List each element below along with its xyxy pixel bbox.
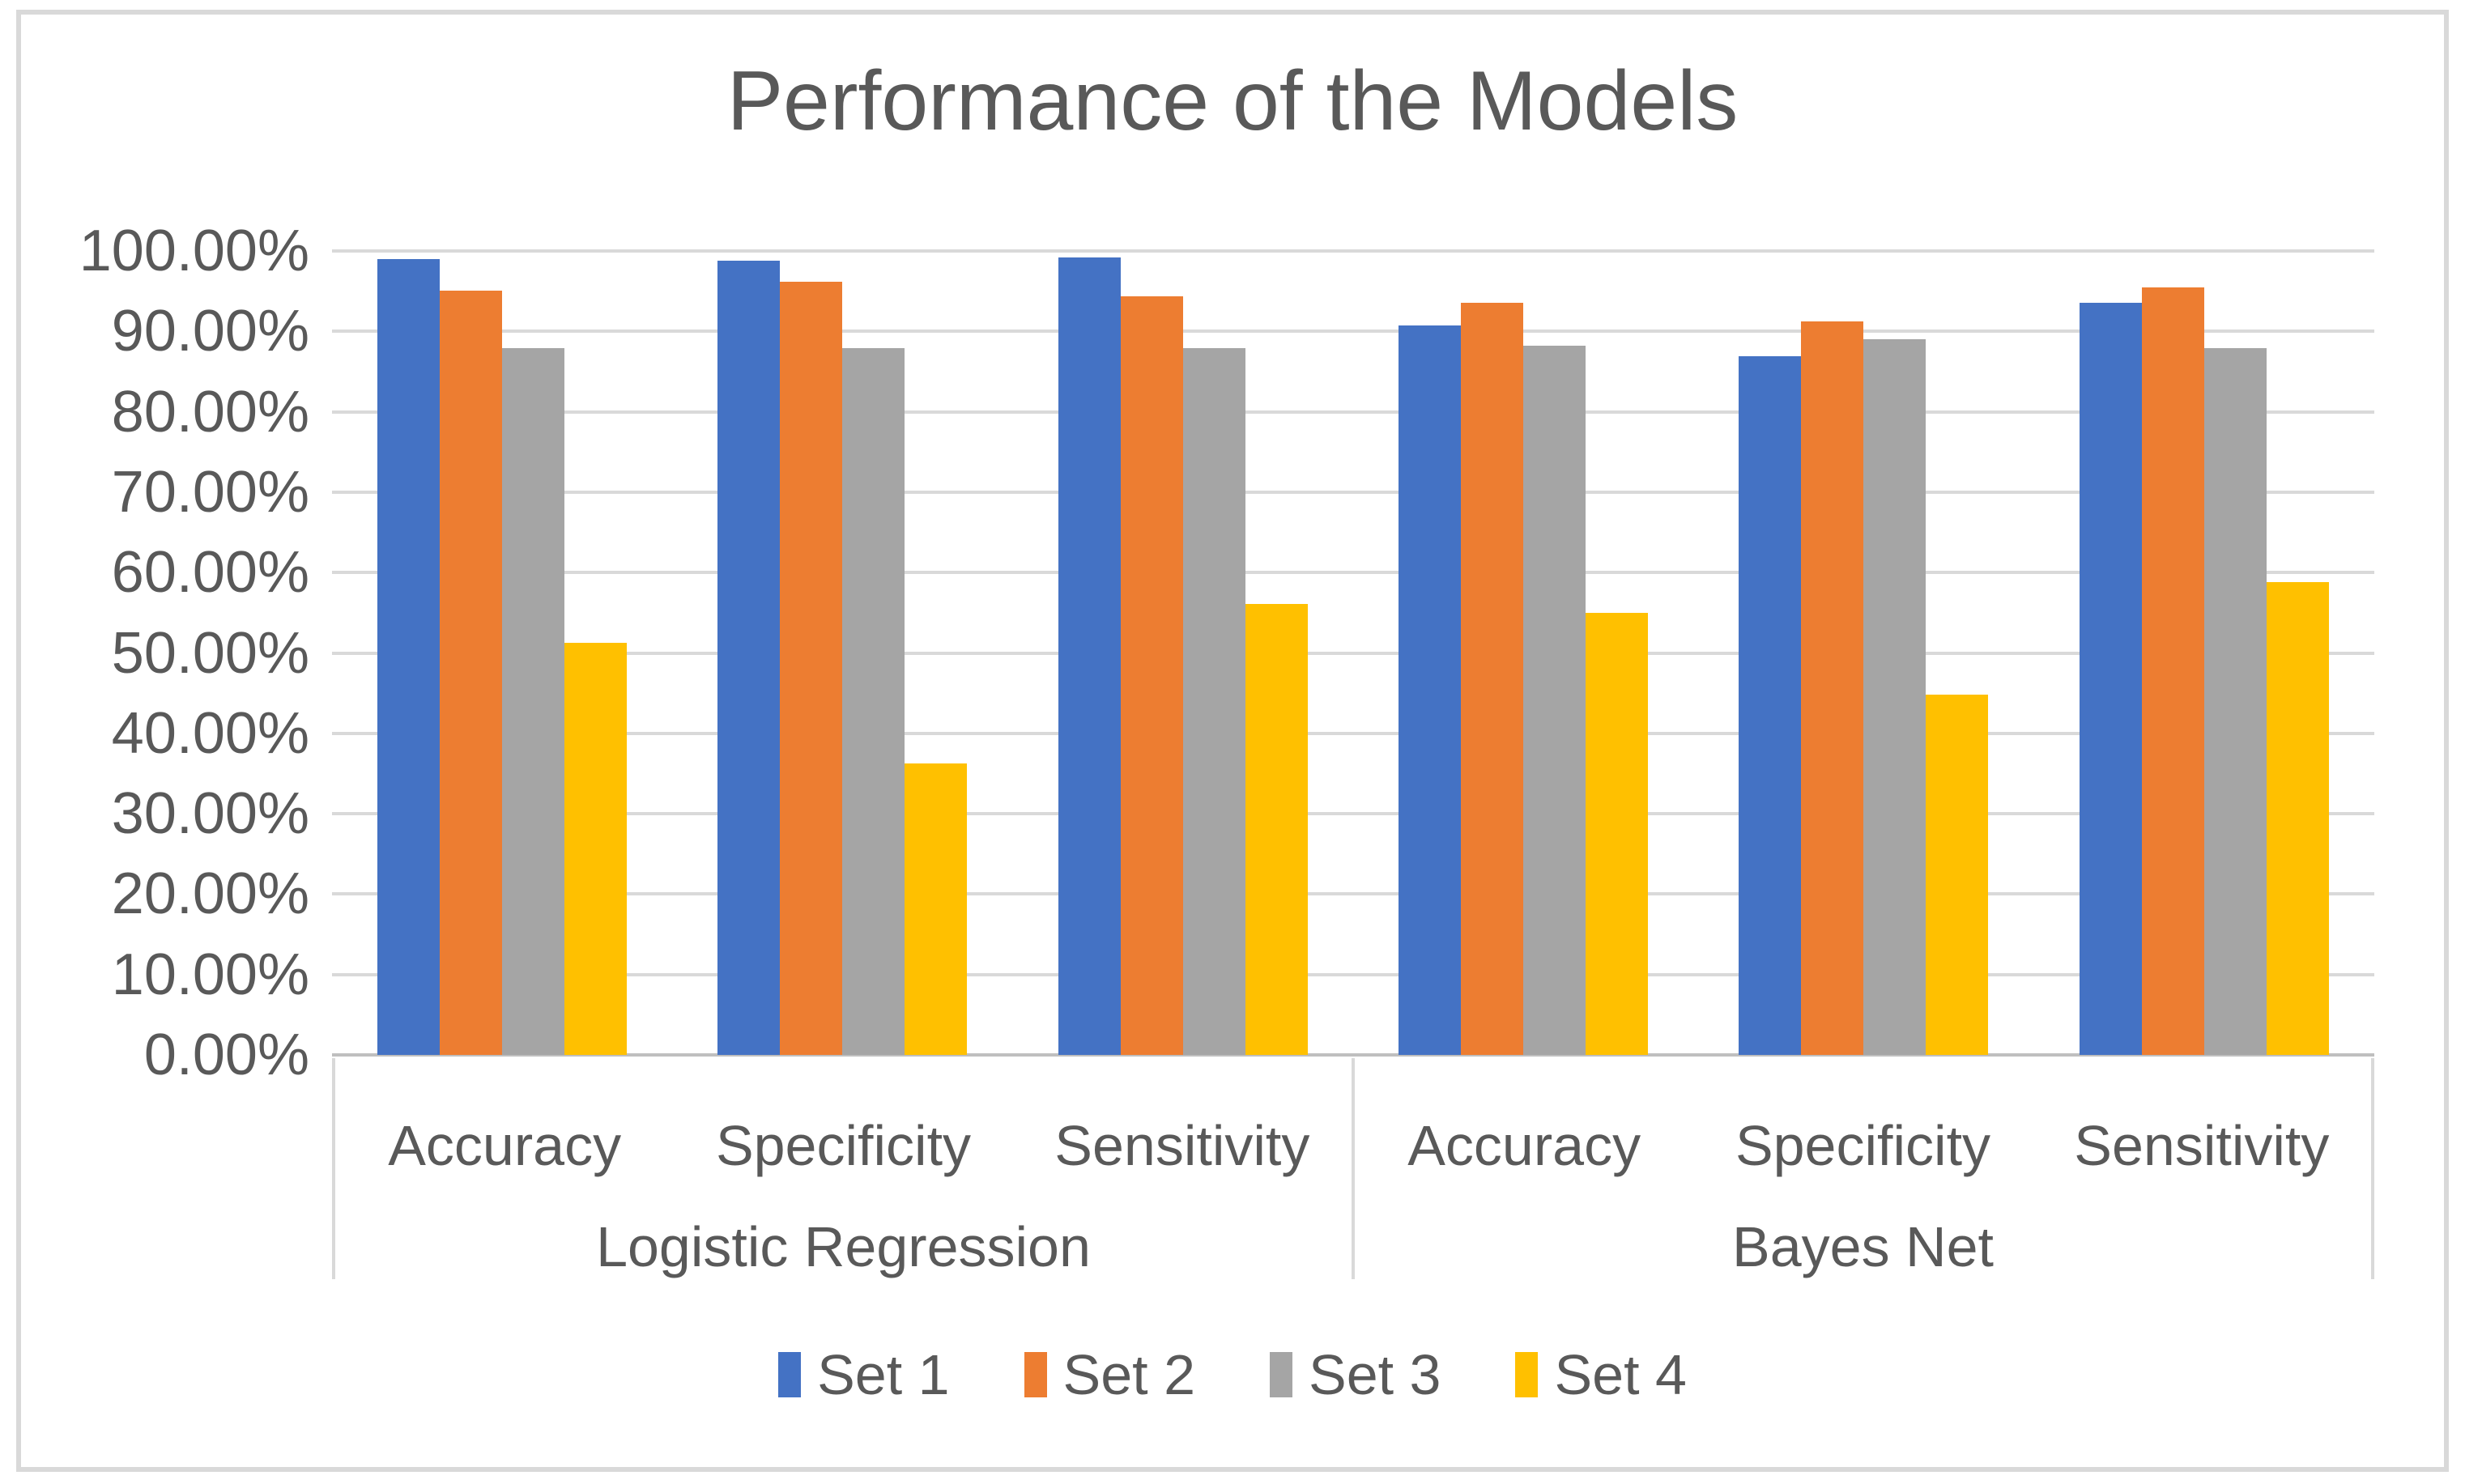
bar-cluster-bayes-net-sensitivity bbox=[2034, 251, 2374, 1055]
y-axis-tick-label: 0.00% bbox=[143, 1023, 309, 1087]
x-axis-line bbox=[332, 1053, 2374, 1057]
axis-category-label-sensitivity: Sensitivity bbox=[2074, 1113, 2330, 1177]
legend-marker-set-2 bbox=[1024, 1352, 1047, 1397]
legend-marker-set-3 bbox=[1270, 1352, 1292, 1397]
legend-item-set-4: Set 4 bbox=[1515, 1342, 1687, 1407]
gridline bbox=[332, 892, 2374, 896]
bar-set-1-bayes-net-sensitivity bbox=[2079, 302, 2142, 1055]
bar-set-2-bayes-net-specificity bbox=[1801, 321, 1864, 1055]
axis-category-label-specificity: Specificity bbox=[1735, 1113, 1991, 1177]
gridline bbox=[332, 972, 2374, 976]
axis-category-label-accuracy: Accuracy bbox=[388, 1113, 622, 1177]
legend-marker-set-4 bbox=[1515, 1352, 1539, 1397]
bar-set-2-bayes-net-sensitivity bbox=[2141, 287, 2204, 1055]
bar-set-4-logistic-regression-sensitivity bbox=[1245, 603, 1308, 1055]
chart-title: Performance of the Models bbox=[726, 54, 1739, 148]
bar-set-1-logistic-regression-sensitivity bbox=[1058, 257, 1121, 1055]
bar-set-3-bayes-net-accuracy bbox=[1523, 346, 1586, 1055]
legend: Set 1 Set 2 Set 3 Set 4 bbox=[0, 1342, 2465, 1407]
legend-marker-set-1 bbox=[778, 1352, 802, 1397]
bar-set-2-logistic-regression-sensitivity bbox=[1120, 296, 1183, 1055]
bar-set-2-bayes-net-accuracy bbox=[1461, 302, 1524, 1055]
bar-set-4-logistic-regression-accuracy bbox=[564, 642, 628, 1055]
x-axis: Accuracy Specificity Sensitivity Logistic R… bbox=[332, 1058, 2374, 1279]
y-axis-tick-label: 50.00% bbox=[111, 620, 309, 686]
bar-set-1-bayes-net-specificity bbox=[1739, 356, 1802, 1055]
axis-group-label-logistic-regression: Logistic Regression bbox=[596, 1215, 1091, 1278]
bar-set-3-logistic-regression-specificity bbox=[842, 348, 905, 1055]
gridline bbox=[332, 490, 2374, 494]
plot-area bbox=[332, 249, 2374, 1057]
legend-item-set-1: Set 1 bbox=[778, 1342, 950, 1407]
gridline bbox=[332, 731, 2374, 735]
bar-set-1-logistic-regression-specificity bbox=[717, 260, 781, 1055]
legend-item-set-2: Set 2 bbox=[1024, 1342, 1195, 1407]
axis-category-row: Accuracy Specificity Sensitivity bbox=[1355, 1058, 2371, 1203]
gridline bbox=[332, 812, 2374, 816]
bar-set-4-bayes-net-sensitivity bbox=[2266, 582, 2329, 1055]
legend-label-set-1: Set 1 bbox=[817, 1343, 950, 1406]
gridline bbox=[332, 249, 2374, 253]
bar-set-3-bayes-net-sensitivity bbox=[2203, 348, 2267, 1055]
gridline bbox=[332, 410, 2374, 414]
bar-cluster-logistic-regression-sensitivity bbox=[1013, 251, 1353, 1055]
y-axis-tick-label: 40.00% bbox=[111, 700, 309, 766]
axis-group-bayes-net: Accuracy Specificity Sensitivity Bayes Net bbox=[1352, 1058, 2374, 1279]
bar-set-2-logistic-regression-accuracy bbox=[440, 290, 503, 1055]
bar-set-3-logistic-regression-sensitivity bbox=[1182, 348, 1245, 1055]
bar-cluster-bayes-net-accuracy bbox=[1353, 251, 1693, 1055]
gridline bbox=[332, 651, 2374, 655]
legend-label-set-4: Set 4 bbox=[1554, 1343, 1687, 1406]
gridlines-layer bbox=[332, 249, 2374, 1057]
y-axis-tick-label: 90.00% bbox=[111, 299, 309, 364]
axis-category-label-specificity: Specificity bbox=[715, 1113, 972, 1177]
gridline bbox=[332, 571, 2374, 575]
bar-set-4-bayes-net-specificity bbox=[1926, 695, 1989, 1055]
y-axis-tick-label: 60.00% bbox=[111, 540, 309, 606]
bar-set-2-logistic-regression-specificity bbox=[780, 281, 843, 1055]
y-axis-tick-label: 20.00% bbox=[111, 861, 309, 927]
y-axis-tick-label: 10.00% bbox=[111, 942, 309, 1007]
y-axis-tick-label: 80.00% bbox=[111, 379, 309, 444]
bar-set-1-bayes-net-accuracy bbox=[1399, 325, 1462, 1055]
y-axis-tick-label: 100.00% bbox=[79, 219, 309, 283]
y-axis-tick-label: 70.00% bbox=[111, 459, 309, 525]
bar-cluster-logistic-regression-specificity bbox=[672, 251, 1012, 1055]
bar-set-3-bayes-net-specificity bbox=[1863, 339, 1926, 1055]
y-axis-labels: 100.00% 90.00% 80.00% 70.00% 60.00% 50.00% 40.… bbox=[0, 219, 309, 1087]
bar-set-3-logistic-regression-accuracy bbox=[502, 348, 565, 1055]
axis-group-logistic-regression: Accuracy Specificity Sensitivity Logistic R… bbox=[332, 1058, 1352, 1279]
bar-set-4-logistic-regression-specificity bbox=[905, 763, 968, 1055]
bar-set-4-bayes-net-accuracy bbox=[1586, 612, 1649, 1055]
bars-layer bbox=[332, 251, 2374, 1055]
axis-category-label-accuracy: Accuracy bbox=[1407, 1113, 1641, 1177]
legend-item-set-3: Set 3 bbox=[1270, 1342, 1441, 1407]
axis-category-label-sensitivity: Sensitivity bbox=[1054, 1113, 1310, 1177]
bar-set-1-logistic-regression-accuracy bbox=[377, 258, 441, 1055]
y-axis-tick-label: 30.00% bbox=[111, 781, 309, 847]
bar-cluster-bayes-net-specificity bbox=[1693, 251, 2033, 1055]
axis-category-row: Accuracy Specificity Sensitivity bbox=[335, 1058, 1352, 1203]
axis-group-label-bayes-net: Bayes Net bbox=[1732, 1215, 1994, 1278]
legend-label-set-3: Set 3 bbox=[1309, 1343, 1441, 1406]
gridline bbox=[332, 330, 2374, 334]
bar-cluster-logistic-regression-accuracy bbox=[332, 251, 672, 1055]
legend-label-set-2: Set 2 bbox=[1062, 1343, 1195, 1406]
